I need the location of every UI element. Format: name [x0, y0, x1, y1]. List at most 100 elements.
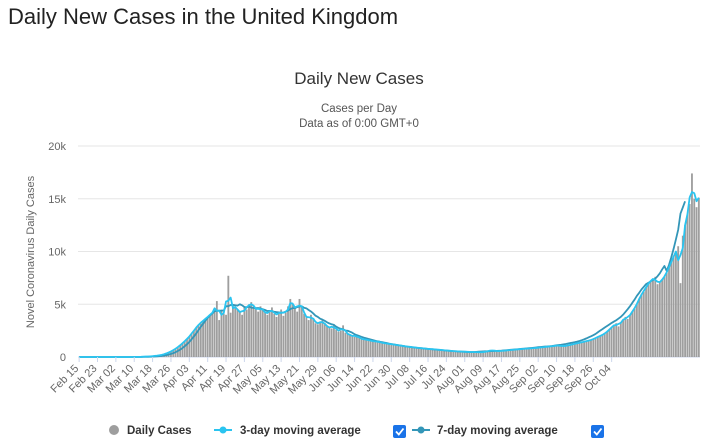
bar	[186, 339, 188, 357]
bar	[507, 350, 510, 357]
bar	[509, 350, 512, 357]
bar	[534, 347, 537, 357]
bar	[183, 341, 186, 357]
bar	[349, 334, 351, 357]
bar	[505, 350, 507, 357]
bar	[250, 302, 253, 357]
bar	[606, 331, 608, 357]
bar	[222, 313, 225, 357]
bar	[479, 352, 482, 357]
bar	[326, 326, 328, 357]
bar	[500, 350, 503, 357]
bar	[176, 347, 179, 357]
bar	[254, 308, 257, 357]
bar	[498, 351, 501, 357]
bar	[642, 291, 645, 357]
bar	[179, 345, 182, 357]
bar	[686, 214, 689, 357]
bar	[578, 342, 581, 357]
bar	[192, 330, 195, 357]
bar	[307, 320, 310, 357]
bar	[525, 348, 528, 357]
bar	[585, 341, 588, 357]
bar	[668, 267, 670, 357]
bar	[394, 344, 397, 357]
bar	[532, 348, 535, 357]
legend-item-3-day-average[interactable]: 3-day moving average	[214, 425, 361, 437]
bar	[337, 331, 340, 357]
bar	[199, 322, 202, 357]
bar	[649, 281, 652, 357]
bar	[257, 311, 260, 357]
bar	[463, 351, 466, 357]
checkbox-3-day[interactable]	[393, 425, 406, 438]
bar	[647, 283, 650, 357]
bar	[291, 304, 294, 357]
bar	[381, 342, 384, 357]
bar	[656, 284, 659, 357]
bar	[594, 338, 597, 357]
bar	[544, 346, 546, 357]
line-7-day-average	[79, 200, 686, 358]
bar	[622, 320, 625, 357]
bar	[486, 351, 489, 357]
legend-item-7-day-average[interactable]: 7-day moving average	[412, 425, 558, 437]
bar	[551, 346, 553, 357]
bar	[293, 308, 296, 357]
bar	[358, 338, 361, 357]
bar	[328, 327, 331, 357]
bar	[181, 343, 184, 357]
bar	[679, 283, 682, 357]
bar	[528, 348, 530, 357]
bar	[234, 307, 237, 357]
chart-title: Daily New Cases	[294, 69, 423, 88]
bar	[438, 349, 441, 357]
y-tick-label: 15k	[48, 194, 66, 206]
bar	[443, 350, 446, 357]
legend-item-daily-cases[interactable]: Daily Cases	[109, 425, 192, 437]
bar	[427, 348, 429, 357]
bar	[218, 320, 221, 357]
bar	[484, 351, 487, 357]
bar	[305, 316, 308, 357]
bar	[401, 345, 404, 357]
bar	[482, 352, 485, 357]
bar	[677, 246, 680, 357]
bar	[197, 324, 200, 357]
bar	[638, 298, 641, 357]
bar	[654, 276, 657, 357]
bar	[635, 304, 638, 357]
bar	[596, 336, 599, 357]
bar	[420, 348, 423, 357]
bar	[312, 317, 315, 357]
bar	[369, 340, 372, 357]
check-icon	[593, 427, 603, 436]
bar	[688, 204, 691, 357]
bar	[383, 343, 386, 357]
bar	[569, 344, 572, 357]
bar	[243, 307, 246, 357]
checkbox-7-day[interactable]	[591, 425, 604, 438]
bar	[553, 345, 556, 357]
legend: Daily Cases 3-day moving average 7-day m…	[109, 425, 604, 438]
bar	[475, 352, 478, 357]
bar	[445, 350, 448, 357]
bar	[399, 345, 402, 357]
bar	[296, 311, 299, 357]
bar	[280, 309, 283, 357]
bar	[298, 298, 301, 357]
bar	[546, 346, 549, 357]
bar	[261, 309, 264, 357]
bar	[271, 307, 273, 357]
bar	[229, 312, 232, 357]
bar	[454, 351, 457, 357]
bar	[693, 198, 696, 357]
bar	[321, 320, 324, 357]
legend-label-7-day: 7-day moving average	[437, 425, 558, 437]
bar	[470, 351, 473, 357]
bar	[613, 325, 615, 357]
bar	[238, 311, 241, 357]
bar	[626, 319, 629, 357]
checkbox-7-day-box	[591, 425, 604, 438]
bar	[573, 343, 576, 357]
